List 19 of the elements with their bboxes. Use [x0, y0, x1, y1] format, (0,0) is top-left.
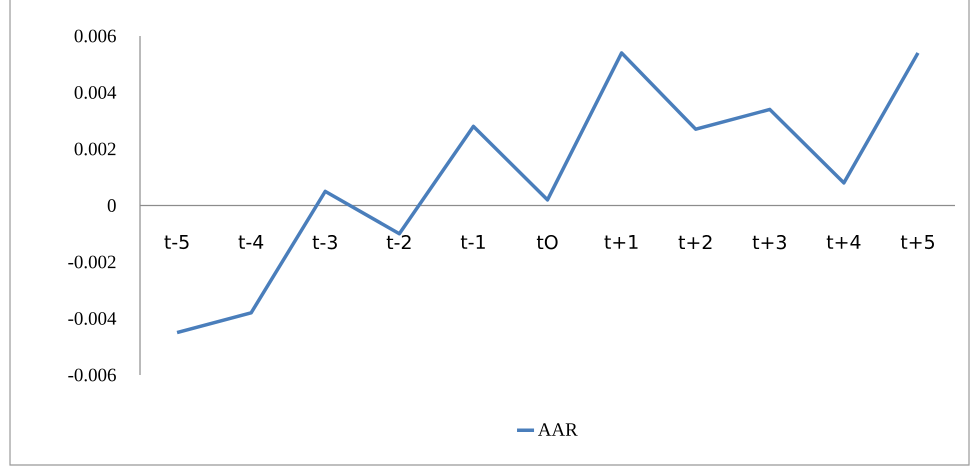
x-tick-label: t-5: [164, 235, 189, 250]
x-tick-label: t-3: [312, 235, 337, 250]
y-tick-label: -0.006: [68, 368, 116, 382]
y-tick-label: 0: [108, 199, 116, 212]
x-tick-label: t+4: [826, 235, 860, 249]
y-tick-label: 0.004: [74, 86, 116, 99]
x-tick-label: t+5: [900, 235, 934, 250]
y-tick-label: 0.006: [74, 30, 116, 42]
x-tick-label: t-1: [460, 235, 485, 249]
x-tick-label: t+1: [604, 235, 638, 249]
legend-label: AAR: [538, 423, 578, 436]
y-tick-label: 0.002: [74, 142, 116, 156]
x-tick-label: tO: [536, 235, 558, 250]
y-tick-label: -0.004: [68, 312, 116, 325]
x-tick-label: t-4: [238, 235, 264, 249]
y-tick-label: -0.002: [68, 256, 116, 268]
x-tick-label: t+3: [752, 235, 786, 250]
x-tick-label: t-2: [386, 235, 411, 250]
x-tick-label: t+2: [678, 235, 712, 250]
